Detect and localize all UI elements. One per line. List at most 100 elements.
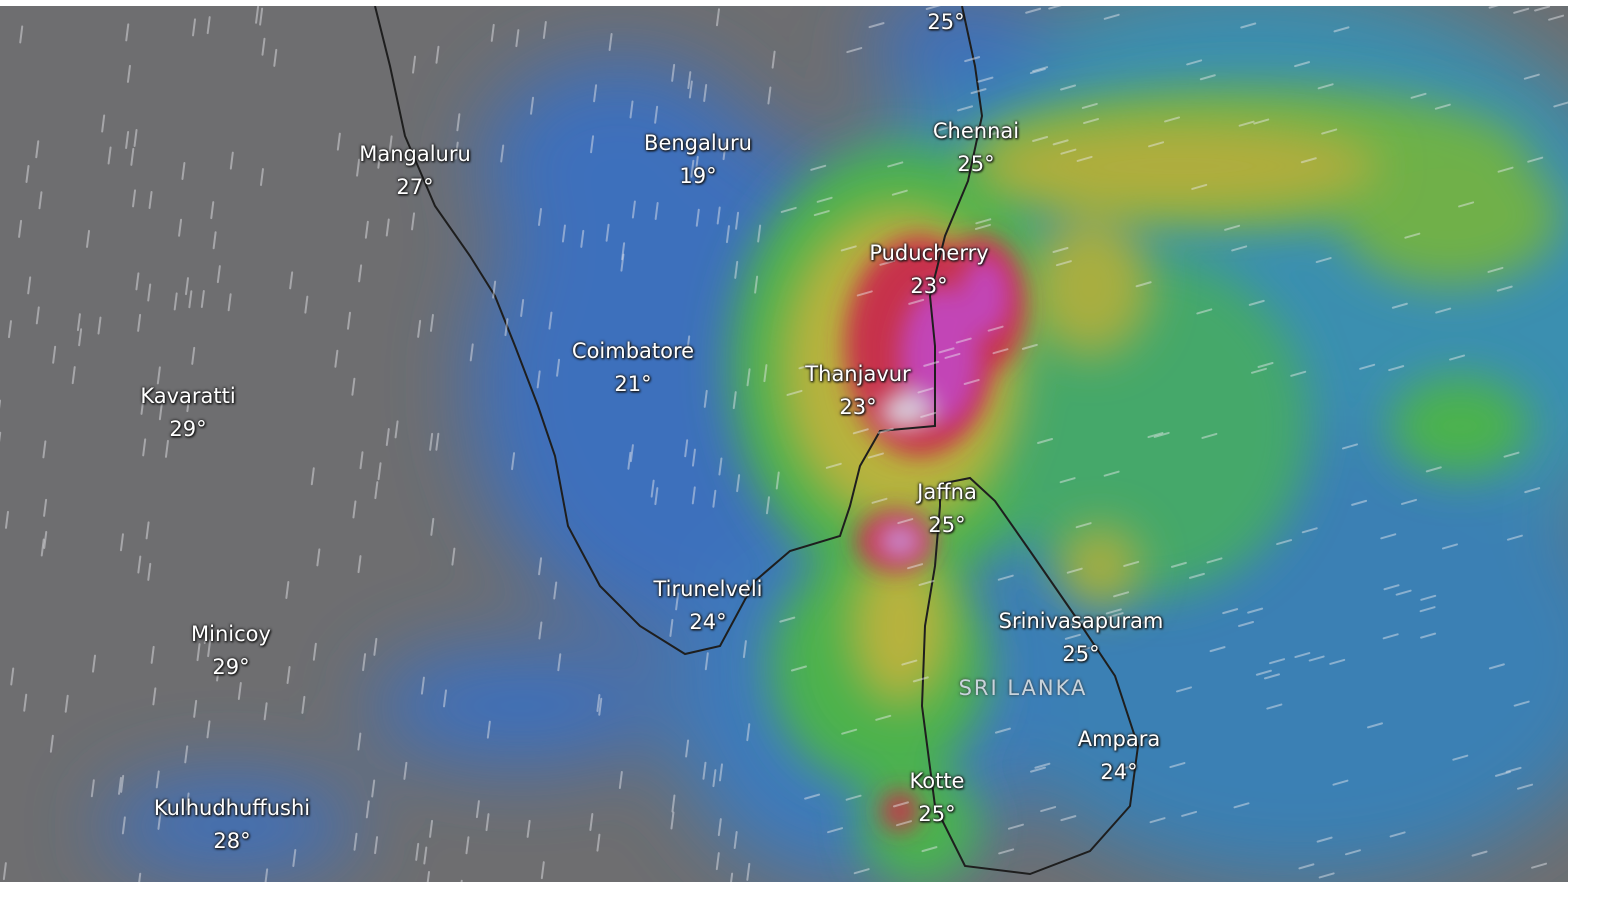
city-mangaluru[interactable]: Mangaluru 27° [359, 142, 471, 199]
wind-streak [420, 676, 425, 695]
wind-streak [994, 727, 1011, 734]
wind-streak [359, 451, 364, 470]
wind-streak [90, 779, 95, 798]
wind-streak [596, 693, 601, 712]
wind-streak [1029, 68, 1046, 75]
wind-streak [500, 144, 505, 163]
city-puducherry[interactable]: Puducherry 23° [869, 241, 989, 298]
wind-streak [377, 150, 382, 169]
wind-streak [1395, 589, 1412, 596]
wind-streak [158, 402, 163, 421]
wind-streak [923, 360, 940, 367]
wind-streak [520, 298, 525, 317]
city-jaffna[interactable]: Jaffna 25° [917, 480, 977, 537]
wind-streak [1238, 621, 1255, 628]
wind-streak [590, 135, 595, 154]
wind-streak [684, 439, 689, 458]
wind-streak [353, 832, 358, 851]
wind-streak [365, 800, 370, 819]
wind-streak [1300, 157, 1317, 164]
wind-streak [435, 45, 440, 64]
wind-streak [1231, 245, 1248, 252]
wind-streak [138, 872, 142, 882]
wind-streak [618, 770, 623, 789]
wind-streak [736, 474, 741, 493]
wind-streak [907, 563, 924, 570]
wind-streak [1449, 354, 1466, 361]
wind-streak [1113, 591, 1130, 598]
wind-streak [804, 793, 821, 800]
wind-streak [185, 792, 190, 811]
wind-streak [798, 363, 815, 370]
wind-streak [596, 833, 601, 852]
city-bengaluru[interactable]: Bengaluru 19° [644, 131, 752, 188]
wind-streak [1266, 703, 1283, 710]
city-kulhudhuffushi[interactable]: Kulhudhuffushi 28° [153, 796, 311, 853]
wind-streak [908, 298, 925, 305]
wind-streak [1181, 810, 1198, 817]
wind-streak [1148, 141, 1165, 148]
wind-streak [695, 208, 700, 227]
wind-streak [875, 714, 892, 721]
wind-streak [1506, 534, 1523, 541]
city-chennai[interactable]: Chennai 25° [932, 119, 1020, 176]
wind-streak [654, 201, 659, 220]
weather-map[interactable]: 25° Mangaluru 27° Bengaluru 19° Chennai 25°… [0, 6, 1568, 882]
city-coimbatore[interactable]: Coimbatore 21° [571, 339, 695, 396]
wind-streak [157, 811, 162, 830]
wind-streak [757, 224, 762, 243]
city-kotte[interactable]: Kotte 25° [909, 769, 965, 826]
wind-streak [206, 720, 211, 739]
wind-streak [671, 63, 676, 82]
wind-streak [734, 260, 739, 279]
wind-streak [1321, 128, 1338, 135]
wind-streak [1315, 257, 1332, 264]
wind-streak [1257, 361, 1274, 368]
city-kavaratti[interactable]: Kavaratti 29° [140, 384, 236, 441]
wind-streak [671, 794, 676, 813]
wind-streak [1025, 7, 1042, 14]
wind-streak [38, 191, 43, 210]
wind-streak [451, 547, 456, 566]
wind-streak [990, 129, 1007, 136]
city-tirunelveli[interactable]: Tirunelveli 24° [653, 577, 763, 634]
wind-streak [227, 293, 232, 312]
wind-streak [1209, 646, 1226, 653]
wind-streak [411, 212, 416, 231]
wind-streak [852, 428, 869, 435]
city-thanjavur[interactable]: Thanjavur 23° [805, 362, 911, 419]
wind-streak [237, 682, 242, 701]
wind-streak [1103, 13, 1120, 20]
wind-streak [2, 862, 7, 881]
wind-streak [19, 25, 24, 44]
city-ampara[interactable]: Ampara 24° [1077, 727, 1161, 784]
wind-streak [1067, 620, 1084, 627]
city-label-top[interactable]: 25° [927, 10, 965, 34]
wind-streak [853, 868, 870, 875]
city-minicoy[interactable]: Minicoy 29° [191, 622, 271, 679]
wind-streak [997, 574, 1014, 581]
wind-streak [1524, 487, 1541, 494]
wind-streak [1199, 74, 1216, 81]
wind-streak [1107, 612, 1124, 619]
wind-streak [998, 848, 1015, 855]
wind-streak [4, 510, 9, 529]
wind-streak [229, 151, 234, 170]
wind-streak [1553, 101, 1568, 108]
wind-streak [443, 689, 448, 708]
city-srinivasapuram[interactable]: Srinivasapuram 25° [998, 609, 1164, 666]
wind-streak [261, 37, 266, 56]
wind-streak [670, 811, 675, 830]
wind-streak [1196, 308, 1213, 315]
wind-streak [358, 264, 363, 283]
wind-streak [598, 697, 603, 716]
wind-streak [1419, 606, 1436, 613]
wind-streak [688, 80, 693, 99]
wind-streak [1344, 849, 1361, 856]
wind-streak [687, 71, 692, 90]
wind-streak [286, 665, 291, 684]
wind-streak [97, 316, 102, 335]
wind-streak [511, 452, 516, 471]
wind-streak [970, 125, 987, 132]
wind-streak [725, 225, 730, 244]
